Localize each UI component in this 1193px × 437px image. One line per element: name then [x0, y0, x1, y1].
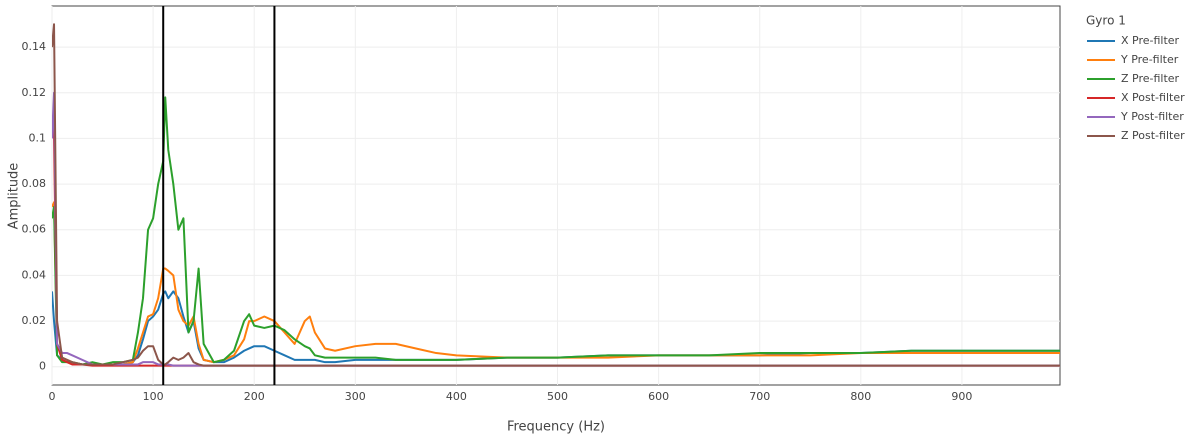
legend-label: X Post-filter: [1121, 91, 1185, 104]
x-tick-label: 600: [648, 390, 669, 403]
x-tick-label: 800: [850, 390, 871, 403]
plot-area: [52, 6, 1060, 385]
line-series: [52, 96, 1060, 366]
y-axis-title: Amplitude: [7, 163, 22, 230]
x-tick-label: 500: [547, 390, 568, 403]
y-tick-label: 0.06: [22, 223, 47, 236]
y-tick-label: 0.04: [22, 268, 47, 281]
legend-title: Gyro 1: [1086, 14, 1126, 28]
x-tick-label: 700: [749, 390, 770, 403]
legend-label: Z Post-filter: [1121, 129, 1185, 142]
y-tick-label: 0.14: [22, 40, 47, 53]
x-tick-label: 900: [951, 390, 972, 403]
y-tick-label: 0.08: [22, 177, 47, 190]
grid: [51, 6, 1060, 385]
x-tick-label: 100: [143, 390, 164, 403]
x-tick-label: 400: [446, 390, 467, 403]
legend-label: Y Pre-filter: [1120, 53, 1179, 66]
y-tick-label: 0: [39, 360, 46, 373]
x-tick-label: 200: [244, 390, 265, 403]
y-tick-label: 0.12: [22, 86, 47, 99]
y-tick-label: 0.02: [22, 314, 47, 327]
y-tick-label: 0.1: [29, 131, 47, 144]
legend-label: Z Pre-filter: [1121, 72, 1180, 85]
legend-label: Y Post-filter: [1120, 110, 1184, 123]
x-tick-label: 0: [49, 390, 56, 403]
x-axis-title: Frequency (Hz): [507, 420, 605, 435]
x-tick-label: 300: [345, 390, 366, 403]
line-series: [52, 23, 1060, 367]
legend-label: X Pre-filter: [1121, 34, 1180, 47]
